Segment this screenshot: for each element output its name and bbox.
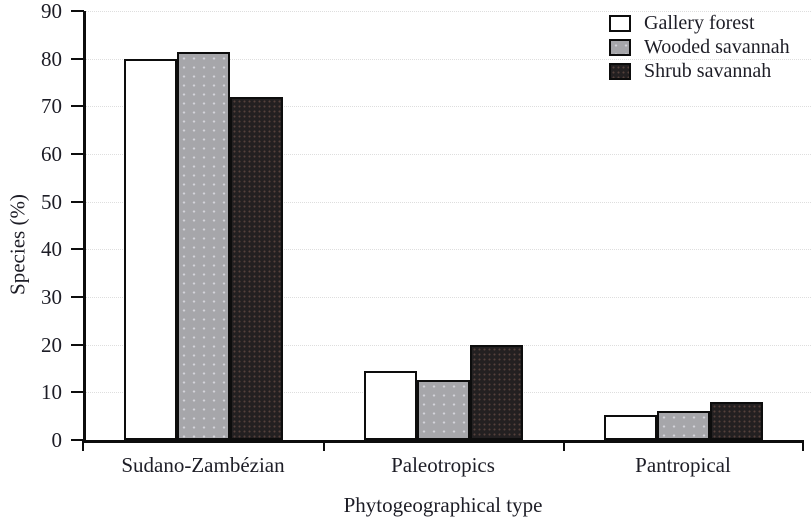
y-tick-30 bbox=[71, 296, 84, 298]
bar-gallery-forest-paleotropics bbox=[363, 371, 417, 440]
legend: Gallery forest Wooded savannah Shrub savan… bbox=[609, 11, 790, 83]
gridline-30 bbox=[86, 297, 811, 298]
bar-gallery-forest-sudano-zamb-zian bbox=[123, 59, 177, 440]
legend-swatch-wooded-savannah bbox=[609, 38, 631, 56]
y-tick-60 bbox=[71, 153, 84, 155]
bar-wooded-savannah-sudano-zamb-zian bbox=[176, 52, 230, 440]
y-tick-label-60: 60 bbox=[41, 142, 62, 166]
y-tick-90 bbox=[71, 10, 84, 12]
x-tick-3 bbox=[802, 440, 804, 451]
bar-shrub-savannah-sudano-zamb-zian bbox=[229, 97, 283, 440]
y-tick-label-40: 40 bbox=[41, 237, 62, 262]
y-tick-70 bbox=[71, 105, 84, 108]
y-tick-50 bbox=[71, 200, 84, 203]
y-tick-20 bbox=[71, 343, 84, 346]
y-tick-80 bbox=[71, 57, 84, 60]
gridline-50 bbox=[86, 201, 811, 203]
bar-wooded-savannah-pantropical bbox=[656, 411, 710, 440]
bar-shrub-savannah-paleotropics bbox=[469, 345, 523, 440]
category-label-paleotropics: Paleotropics bbox=[391, 453, 495, 477]
category-label-sudano-zamb-zian: Sudano-Zambézian bbox=[121, 453, 285, 477]
y-tick-label-80: 80 bbox=[41, 46, 62, 71]
x-tick-1 bbox=[323, 440, 325, 451]
plot-area bbox=[83, 11, 811, 443]
legend-label-shrub-savannah: Shrub savannah bbox=[644, 60, 772, 82]
legend-item-wooded-savannah: Wooded savannah bbox=[609, 35, 790, 59]
gridline-40 bbox=[86, 249, 811, 251]
gridline-80 bbox=[86, 58, 811, 60]
legend-label-wooded-savannah: Wooded savannah bbox=[644, 36, 790, 58]
legend-swatch-gallery-forest bbox=[609, 14, 631, 32]
bar-shrub-savannah-pantropical bbox=[709, 402, 763, 440]
y-tick-label-20: 20 bbox=[41, 332, 62, 357]
x-axis-title: Phytogeographical type bbox=[343, 493, 543, 517]
gridline-90 bbox=[86, 11, 811, 12]
y-tick-label-90: 90 bbox=[41, 0, 62, 23]
y-tick-40 bbox=[71, 248, 84, 251]
y-tick-label-50: 50 bbox=[41, 189, 62, 214]
x-tick-2 bbox=[563, 440, 565, 451]
y-tick-0 bbox=[71, 439, 84, 441]
gridline-20 bbox=[86, 344, 811, 346]
y-tick-label-0: 0 bbox=[51, 428, 63, 452]
legend-label-gallery-forest: Gallery forest bbox=[644, 12, 755, 34]
legend-swatch-shrub-savannah bbox=[609, 62, 631, 80]
legend-item-shrub-savannah: Shrub savannah bbox=[609, 59, 790, 83]
y-tick-label-10: 10 bbox=[41, 380, 62, 405]
gridline-70 bbox=[86, 106, 811, 108]
y-tick-label-70: 70 bbox=[41, 94, 62, 119]
legend-item-gallery-forest: Gallery forest bbox=[609, 11, 790, 35]
bar-wooded-savannah-paleotropics bbox=[416, 380, 470, 440]
bar-gallery-forest-pantropical bbox=[603, 415, 657, 440]
x-tick-0 bbox=[82, 440, 84, 451]
category-label-pantropical: Pantropical bbox=[635, 453, 731, 477]
y-tick-10 bbox=[71, 391, 84, 394]
gridline-60 bbox=[86, 154, 811, 155]
y-tick-label-30: 30 bbox=[41, 285, 62, 309]
